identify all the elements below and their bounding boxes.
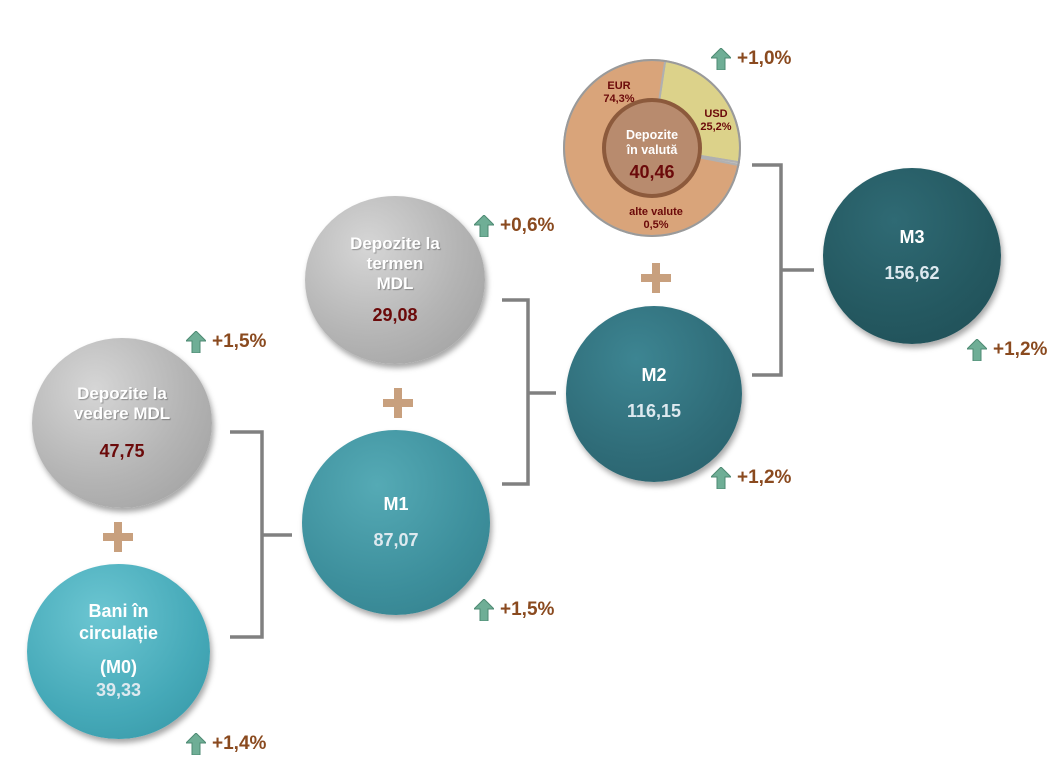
arrow-up-icon bbox=[967, 339, 987, 361]
node-label: M2 bbox=[641, 365, 667, 386]
arrow-up-icon bbox=[711, 48, 731, 70]
node-label: vedere MDL bbox=[73, 404, 171, 424]
pie-center-label: în valută bbox=[626, 143, 679, 157]
pie-label-alte: alte valute bbox=[629, 206, 683, 218]
pie-outline bbox=[563, 59, 741, 237]
node-label: M3 bbox=[899, 227, 925, 248]
node-value: 156,62 bbox=[884, 263, 940, 283]
node-m2: M2 116,15 bbox=[566, 306, 742, 482]
node-bani-circulatie: Bani în circulație (M0) 39,33 bbox=[27, 564, 210, 739]
node-label: circulație bbox=[78, 622, 159, 643]
node-label: termen bbox=[366, 254, 424, 273]
node-m3: M3 156,62 bbox=[823, 168, 1001, 344]
node-value: 87,07 bbox=[373, 529, 419, 550]
change-value: +1,0% bbox=[737, 48, 792, 69]
arrow-up-icon bbox=[474, 599, 494, 621]
plus-icon bbox=[641, 263, 671, 293]
change-m1: +1,5% bbox=[474, 599, 554, 621]
node-label: Bani în bbox=[88, 601, 149, 622]
change-termen: +0,6% bbox=[474, 215, 554, 237]
change-value: +0,6% bbox=[500, 215, 555, 236]
pie-value-usd: 25,2% bbox=[700, 121, 731, 133]
change-value: +1,2% bbox=[993, 339, 1048, 360]
node-m1: M1 87,07 bbox=[302, 430, 490, 615]
node-depozite-vedere: Depozite la vedere MDL 47,75 bbox=[32, 338, 212, 508]
arrow-up-icon bbox=[186, 331, 206, 353]
node-depozite-termen: Depozite la termen MDL 29,08 bbox=[305, 196, 485, 364]
plus-icon bbox=[383, 388, 413, 418]
node-label: Depozite la bbox=[77, 383, 167, 403]
node-label: Depozite la bbox=[350, 233, 440, 253]
node-value: 29,08 bbox=[372, 304, 418, 325]
node-value: 39,33 bbox=[95, 680, 142, 701]
bracket-m2-valuta-to-m3 bbox=[752, 163, 814, 377]
arrow-up-icon bbox=[474, 215, 494, 237]
change-value: +1,2% bbox=[737, 467, 792, 488]
change-value: +1,5% bbox=[212, 331, 267, 352]
bracket-m0-vedere-to-m1 bbox=[230, 430, 292, 639]
change-m2: +1,2% bbox=[711, 467, 791, 489]
pie-value-alte: 0,5% bbox=[643, 219, 668, 231]
plus-icon bbox=[103, 522, 133, 552]
node-label: (M0) bbox=[100, 656, 137, 677]
pie-label-usd: USD bbox=[704, 108, 727, 120]
change-value: +1,5% bbox=[500, 599, 555, 620]
node-label: MDL bbox=[376, 274, 414, 294]
change-value: +1,4% bbox=[212, 733, 267, 754]
change-bani: +1,4% bbox=[186, 733, 266, 755]
pie-center-label: Depozite bbox=[626, 128, 678, 142]
arrow-up-icon bbox=[711, 467, 731, 489]
change-valuta: +1,0% bbox=[711, 48, 791, 70]
pie-value-eur: 74,3% bbox=[603, 93, 634, 105]
pie-depozite-valuta: Depozite în valută 40,46 EUR 74,3% USD 2… bbox=[563, 59, 741, 237]
pie-label-eur: EUR bbox=[607, 80, 630, 92]
change-vedere: +1,5% bbox=[186, 331, 266, 353]
node-value: 116,15 bbox=[626, 401, 682, 421]
bracket-m1-termen-to-m2 bbox=[502, 298, 556, 486]
node-value: 47,75 bbox=[99, 440, 145, 461]
arrow-up-icon bbox=[186, 733, 206, 755]
change-m3: +1,2% bbox=[967, 339, 1047, 361]
node-label: M1 bbox=[383, 493, 409, 514]
pie-center-value: 40,46 bbox=[629, 162, 674, 182]
pie-center bbox=[602, 98, 702, 198]
